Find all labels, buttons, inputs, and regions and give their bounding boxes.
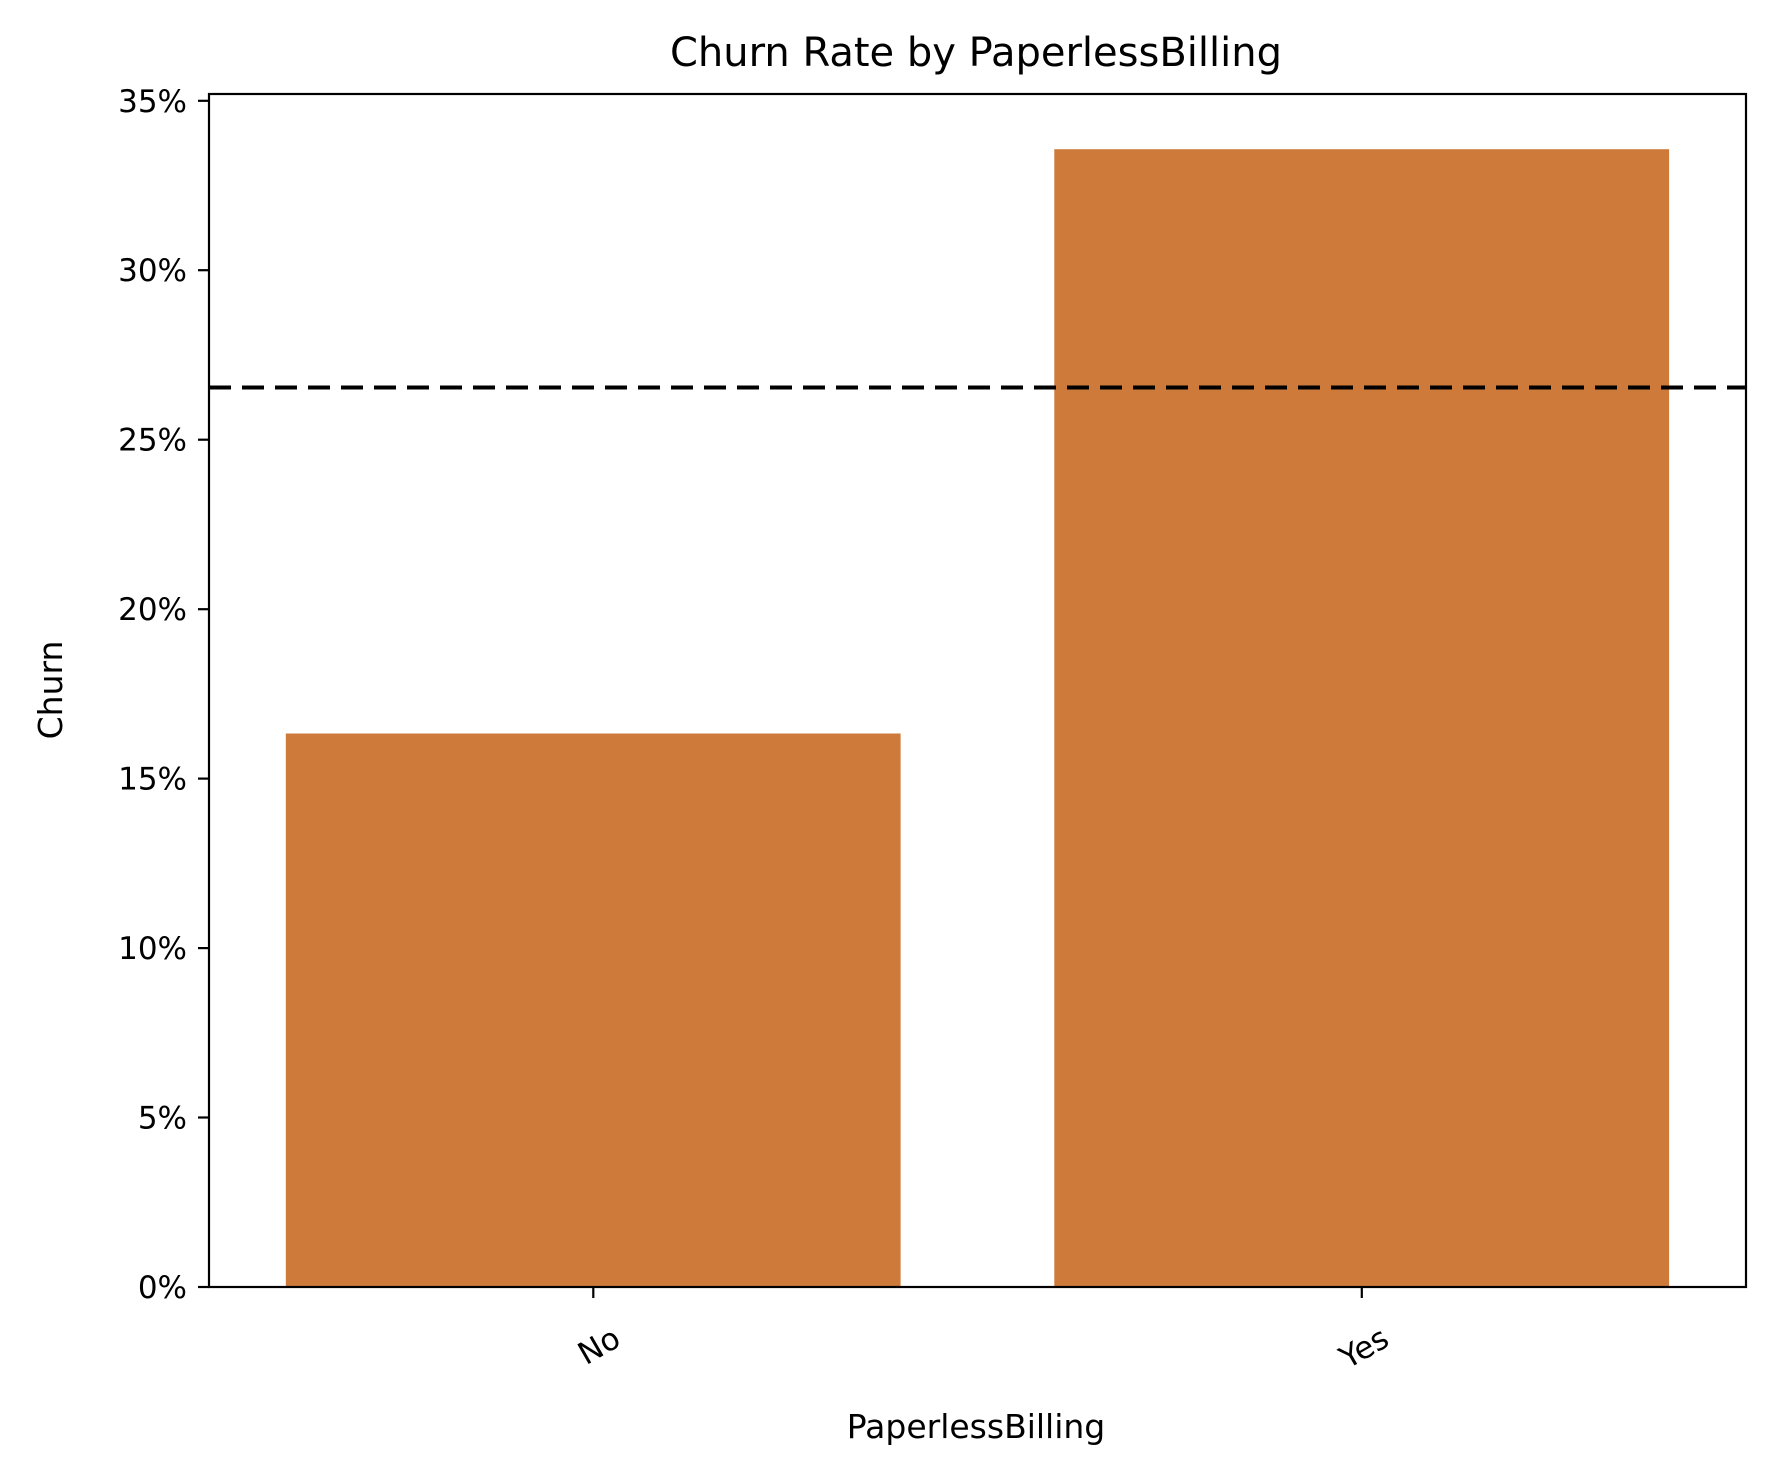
chart-title: Churn Rate by PaperlessBilling: [670, 30, 1282, 76]
y-tick-label: 15%: [118, 762, 187, 798]
bars-group: [285, 149, 1670, 1288]
x-tick-label-yes: Yes: [1333, 1320, 1395, 1377]
y-tick-label: 10%: [118, 931, 187, 967]
x-axis-label: PaperlessBilling: [847, 1407, 1106, 1446]
plot-frame: [207, 92, 1748, 1289]
y-tick-label: 30%: [118, 253, 187, 289]
bar-no: [285, 733, 901, 1287]
x-axis-ticks: No Yes: [572, 1287, 1395, 1377]
bar-yes: [1054, 149, 1670, 1288]
y-axis-ticks: 0% 5% 10% 15% 20% 25% 30% 35%: [118, 84, 209, 1306]
y-tick-label: 35%: [118, 84, 187, 120]
y-tick-label: 20%: [118, 592, 187, 628]
y-axis-label: Churn: [31, 641, 70, 740]
y-tick-label: 5%: [138, 1101, 187, 1137]
y-tick-label: 25%: [118, 423, 187, 459]
x-tick-label-no: No: [572, 1320, 627, 1372]
y-tick-label: 0%: [138, 1270, 187, 1306]
